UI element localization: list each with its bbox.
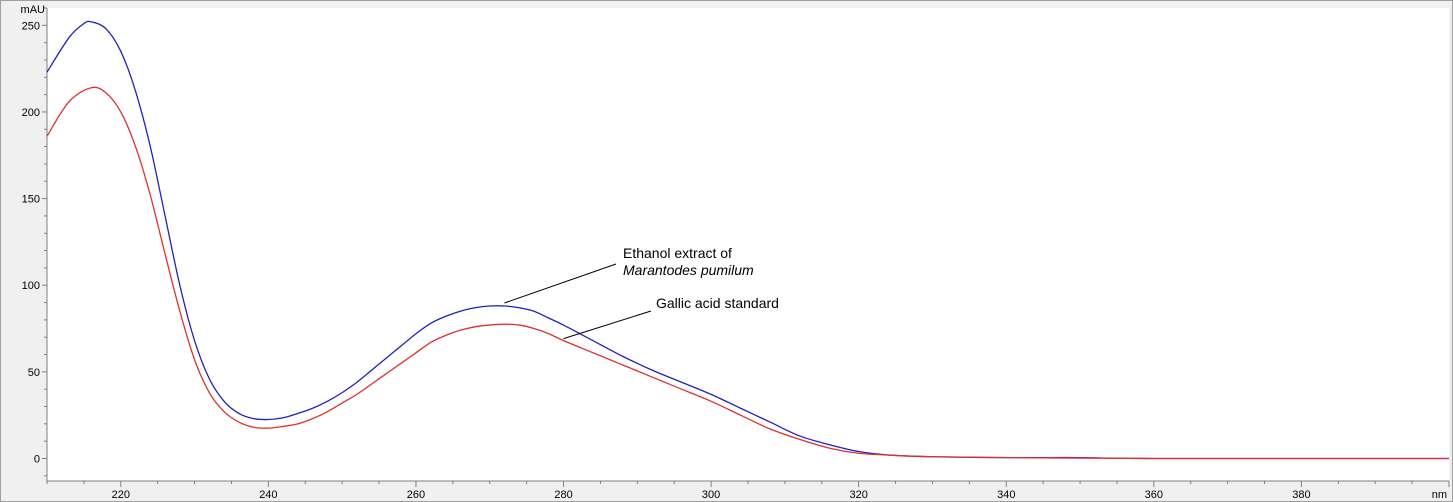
x-axis-label: nm	[1432, 489, 1447, 501]
y-tick-label: 200	[22, 107, 40, 119]
plot-area	[47, 8, 1449, 481]
x-tick-label: 300	[702, 489, 720, 501]
x-tick-label: 260	[407, 489, 425, 501]
y-tick-label: 100	[22, 280, 40, 292]
annotation-leader-ethanol	[504, 263, 617, 304]
annotation-ethanol-line2: Marantodes pumilum	[623, 262, 754, 278]
y-tick-label: 150	[22, 194, 40, 206]
x-tick-label: 280	[554, 489, 572, 501]
annotation-leader-gallic	[563, 310, 652, 340]
x-tick-label: 340	[997, 489, 1015, 501]
annotation-ethanol-line1: Ethanol extract of	[623, 245, 732, 261]
annotation-gallic: Gallic acid standard	[656, 295, 779, 311]
y-tick-label: 50	[28, 367, 40, 379]
x-tick-label: 380	[1292, 489, 1310, 501]
series-line-ethanol-extract	[46, 20, 1450, 460]
x-tick-label: 360	[1145, 489, 1163, 501]
x-tick-label: 220	[112, 489, 130, 501]
y-axis-label: mAU	[21, 4, 46, 16]
x-tick-label: 240	[259, 489, 277, 501]
y-tick-label: 0	[34, 453, 40, 465]
series-line-gallic-acid	[46, 86, 1450, 460]
y-tick-label: 250	[22, 20, 40, 32]
x-tick-label: 320	[850, 489, 868, 501]
